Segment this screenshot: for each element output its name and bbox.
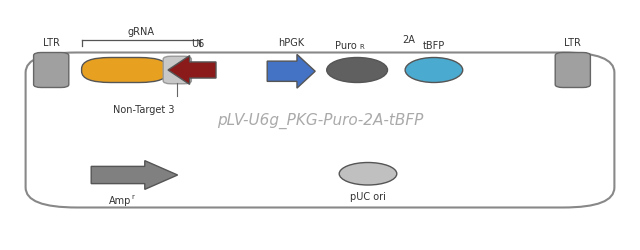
Text: Non-Target 3: Non-Target 3 — [113, 105, 175, 115]
FancyBboxPatch shape — [82, 58, 168, 82]
Ellipse shape — [405, 58, 463, 82]
Ellipse shape — [327, 58, 388, 82]
Ellipse shape — [339, 162, 397, 185]
Text: U6: U6 — [191, 39, 204, 50]
Text: hPGK: hPGK — [278, 38, 304, 48]
Text: Puro: Puro — [335, 41, 357, 51]
Polygon shape — [91, 161, 177, 190]
Text: r: r — [132, 194, 134, 200]
Text: pUC ori: pUC ori — [350, 192, 386, 202]
Text: LTR: LTR — [43, 38, 60, 48]
FancyBboxPatch shape — [163, 56, 191, 84]
FancyBboxPatch shape — [556, 52, 591, 88]
FancyBboxPatch shape — [34, 52, 69, 88]
Text: R: R — [360, 44, 364, 50]
Text: tBFP: tBFP — [423, 41, 445, 51]
Polygon shape — [168, 56, 216, 84]
Text: pLV-U6g_PKG-Puro-2A-tBFP: pLV-U6g_PKG-Puro-2A-tBFP — [217, 113, 423, 129]
Polygon shape — [268, 54, 315, 88]
Text: LTR: LTR — [564, 38, 581, 48]
Text: 2A: 2A — [402, 35, 415, 45]
Text: gRNA: gRNA — [127, 27, 155, 37]
Text: Amp: Amp — [109, 196, 131, 205]
